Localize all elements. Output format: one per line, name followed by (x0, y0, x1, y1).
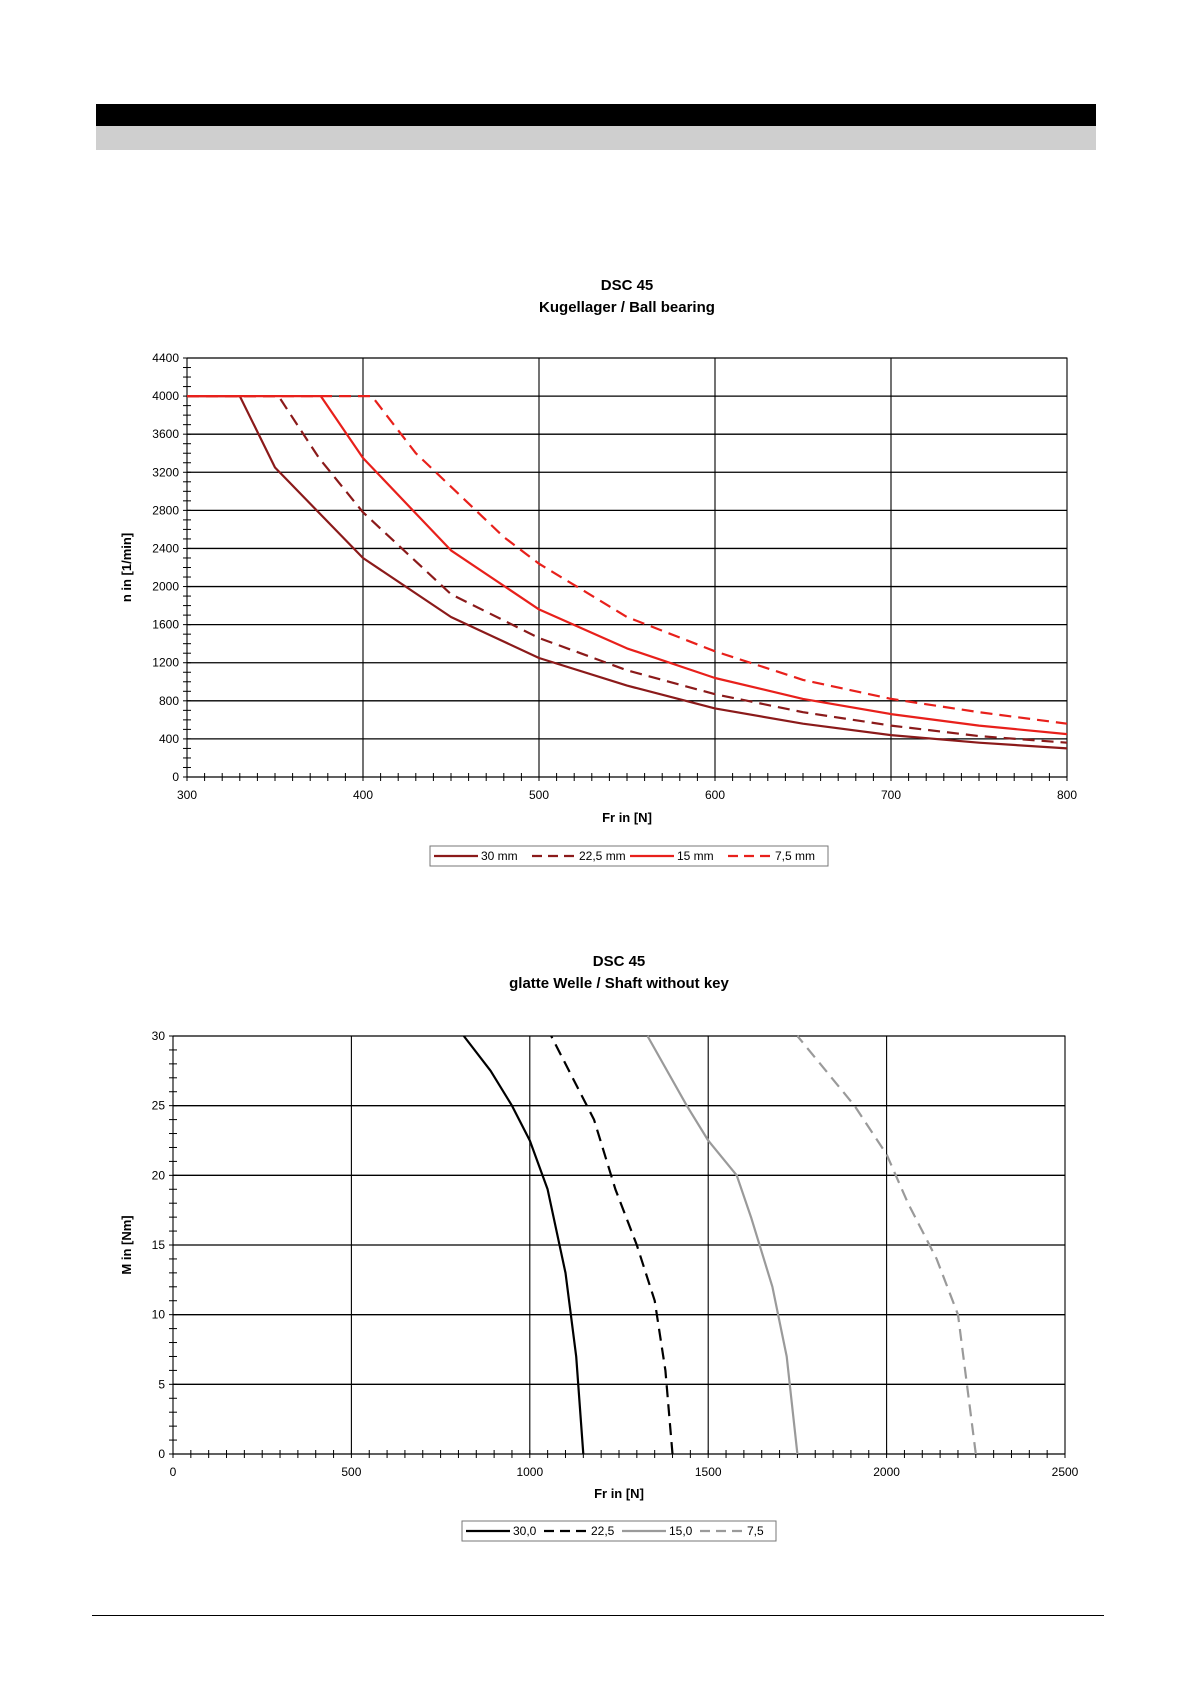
y-tick-label: 2800 (152, 503, 179, 517)
y-tick-label: 400 (159, 732, 179, 746)
series-line (187, 395, 1068, 736)
x-tick-label: 500 (341, 1465, 361, 1479)
x-tick-label: 600 (705, 788, 725, 802)
y-tick-label: 2000 (152, 580, 179, 594)
header-subbar (96, 126, 1096, 150)
x-tick-label: 300 (177, 788, 197, 802)
legend-box (461, 1520, 777, 1542)
plot-area (186, 357, 1068, 778)
x-axis-label: Fr in [N] (602, 810, 652, 825)
y-tick-label: 0 (158, 1447, 165, 1461)
y-tick-label: 3600 (152, 427, 179, 441)
y-tick-label: 800 (159, 694, 179, 708)
x-tick-label: 400 (353, 788, 373, 802)
series-line (550, 1035, 674, 1455)
x-tick-label: 500 (529, 788, 549, 802)
x-tick-label: 2500 (1052, 1465, 1079, 1479)
chart-title: DSC 45 (601, 277, 654, 294)
y-tick-label: 15 (152, 1238, 166, 1252)
shaft-without-key-chart: DSC 45 glatte Welle / Shaft without key 0 5… (119, 953, 1079, 1542)
x-tick-label: 1500 (695, 1465, 722, 1479)
chart-subtitle: Kugellager / Ball bearing (539, 299, 715, 316)
footer-rule (92, 1615, 1104, 1616)
legend-label: 7,5 mm (775, 849, 815, 863)
x-tick-label: 800 (1057, 788, 1077, 802)
series-line (187, 395, 1068, 744)
y-tick-label: 4000 (152, 389, 179, 403)
y-tick-label: 20 (152, 1168, 166, 1182)
y-axis-label: n in [1/min] (119, 533, 134, 602)
series-line (187, 395, 1068, 725)
legend-label: 15 mm (677, 849, 714, 863)
y-axis-label: M in [Nm] (119, 1215, 134, 1274)
y-tick-label: 2400 (152, 541, 179, 555)
x-tick-label: 2000 (873, 1465, 900, 1479)
y-tick-label: 30 (152, 1029, 166, 1043)
legend-label: 30 mm (481, 849, 518, 863)
legend-box (429, 845, 829, 867)
legend-label: 22,5 mm (579, 849, 626, 863)
header-bar (96, 104, 1096, 126)
ball-bearing-chart: DSC 45 Kugellager / Ball bearing 300 400 500… (119, 277, 1077, 867)
x-tick-label: 0 (170, 1465, 177, 1479)
x-axis-label: Fr in [N] (594, 1486, 644, 1501)
y-tick-label: 25 (152, 1099, 166, 1113)
chart-title: DSC 45 (593, 953, 646, 970)
y-tick-label: 3200 (152, 465, 179, 479)
y-tick-label: 5 (158, 1377, 165, 1391)
legend-label: 15,0 (669, 1524, 693, 1538)
x-tick-label: 1000 (516, 1465, 543, 1479)
legend-label: 7,5 (747, 1524, 764, 1538)
legend-label: 30,0 (513, 1524, 537, 1538)
legend-label: 22,5 (591, 1524, 615, 1538)
series-line (462, 1035, 585, 1455)
series-line (796, 1035, 977, 1455)
y-tick-label: 1200 (152, 656, 179, 670)
chart-subtitle: glatte Welle / Shaft without key (509, 975, 729, 992)
y-tick-label: 1600 (152, 618, 179, 632)
series-line (646, 1035, 799, 1455)
series-line (187, 395, 1068, 750)
y-tick-label: 4400 (152, 351, 179, 365)
x-tick-label: 700 (881, 788, 901, 802)
y-tick-label: 10 (152, 1308, 166, 1322)
y-tick-label: 0 (172, 770, 179, 784)
